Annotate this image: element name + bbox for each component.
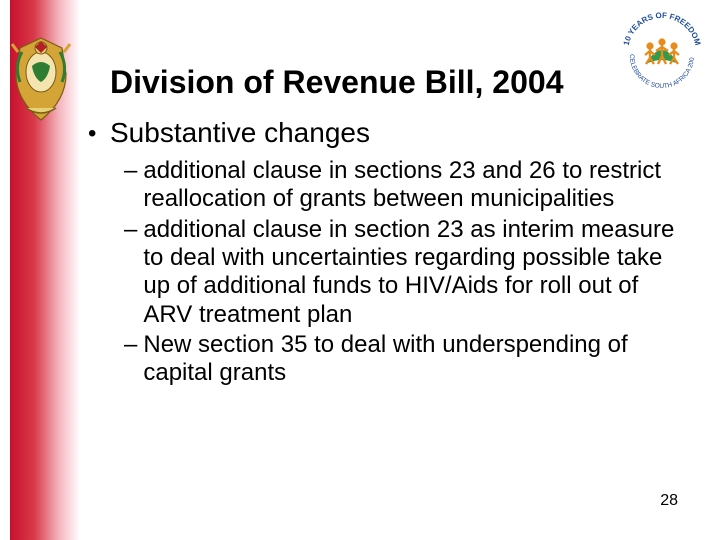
level2-list: – additional clause in sections 23 and 2… [124, 157, 692, 388]
list-item: – additional clause in section 23 as int… [124, 216, 692, 329]
bullet-level1: • Substantive changes [88, 117, 700, 151]
dash-icon: – [124, 331, 143, 388]
slide-title: Division of Revenue Bill, 2004 [110, 64, 700, 101]
list-item-text: additional clause in sections 23 and 26 … [143, 157, 692, 214]
list-item: – additional clause in sections 23 and 2… [124, 157, 692, 214]
dash-icon: – [124, 157, 143, 214]
list-item-text: New section 35 to deal with underspendin… [143, 331, 692, 388]
list-item-text: additional clause in section 23 as inter… [143, 216, 692, 329]
bullet-dot-icon: • [88, 117, 110, 151]
dash-icon: – [124, 216, 143, 329]
ten-years-freedom-logo: 10 YEARS OF FREEDOM CELEBRATE SOUTH AFRI… [616, 6, 708, 98]
list-item: – New section 35 to deal with underspend… [124, 331, 692, 388]
page-number: 28 [660, 492, 678, 510]
coat-of-arms-logo [8, 34, 74, 124]
level1-text: Substantive changes [110, 117, 370, 149]
